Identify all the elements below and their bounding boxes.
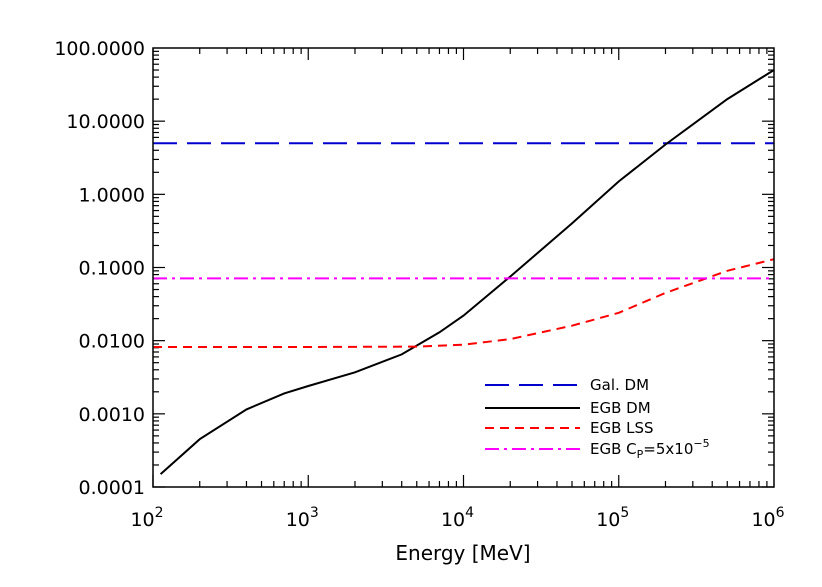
- legend-label-4: EGB CP=5x10−5: [590, 437, 710, 461]
- series-line-2: [159, 69, 775, 475]
- x-tick-label: 105: [596, 505, 629, 531]
- plot-frame: [152, 47, 775, 488]
- x-tick-label: 102: [130, 505, 163, 531]
- y-tick-label: 0.0001: [79, 477, 145, 499]
- tick-labels: 102 103 104 105 106 0.0001 0.0010 0.0100 0.1000 1…: [54, 38, 784, 531]
- y-tick-label: 0.0100: [79, 331, 145, 353]
- series-line-3: [153, 258, 775, 348]
- y-tick-label: 10.0000: [66, 111, 145, 133]
- legend-label-1: Gal. DM: [590, 376, 649, 394]
- y-tick-label: 0.0010: [79, 404, 145, 426]
- x-tick-label: 106: [751, 505, 784, 531]
- x-tick-label: 103: [286, 505, 319, 531]
- y-tick-label: 1.0000: [79, 184, 145, 206]
- y-tick-label: 100.0000: [54, 38, 145, 60]
- series-lines: [153, 69, 775, 475]
- axis-ticks: [152, 48, 774, 488]
- legend-label-2: EGB DM: [590, 399, 651, 417]
- y-tick-label: 0.1000: [79, 258, 145, 280]
- legend-label-3: EGB LSS: [590, 419, 654, 437]
- x-tick-label: 104: [441, 505, 474, 531]
- x-axis-label: Energy [MeV]: [395, 541, 530, 565]
